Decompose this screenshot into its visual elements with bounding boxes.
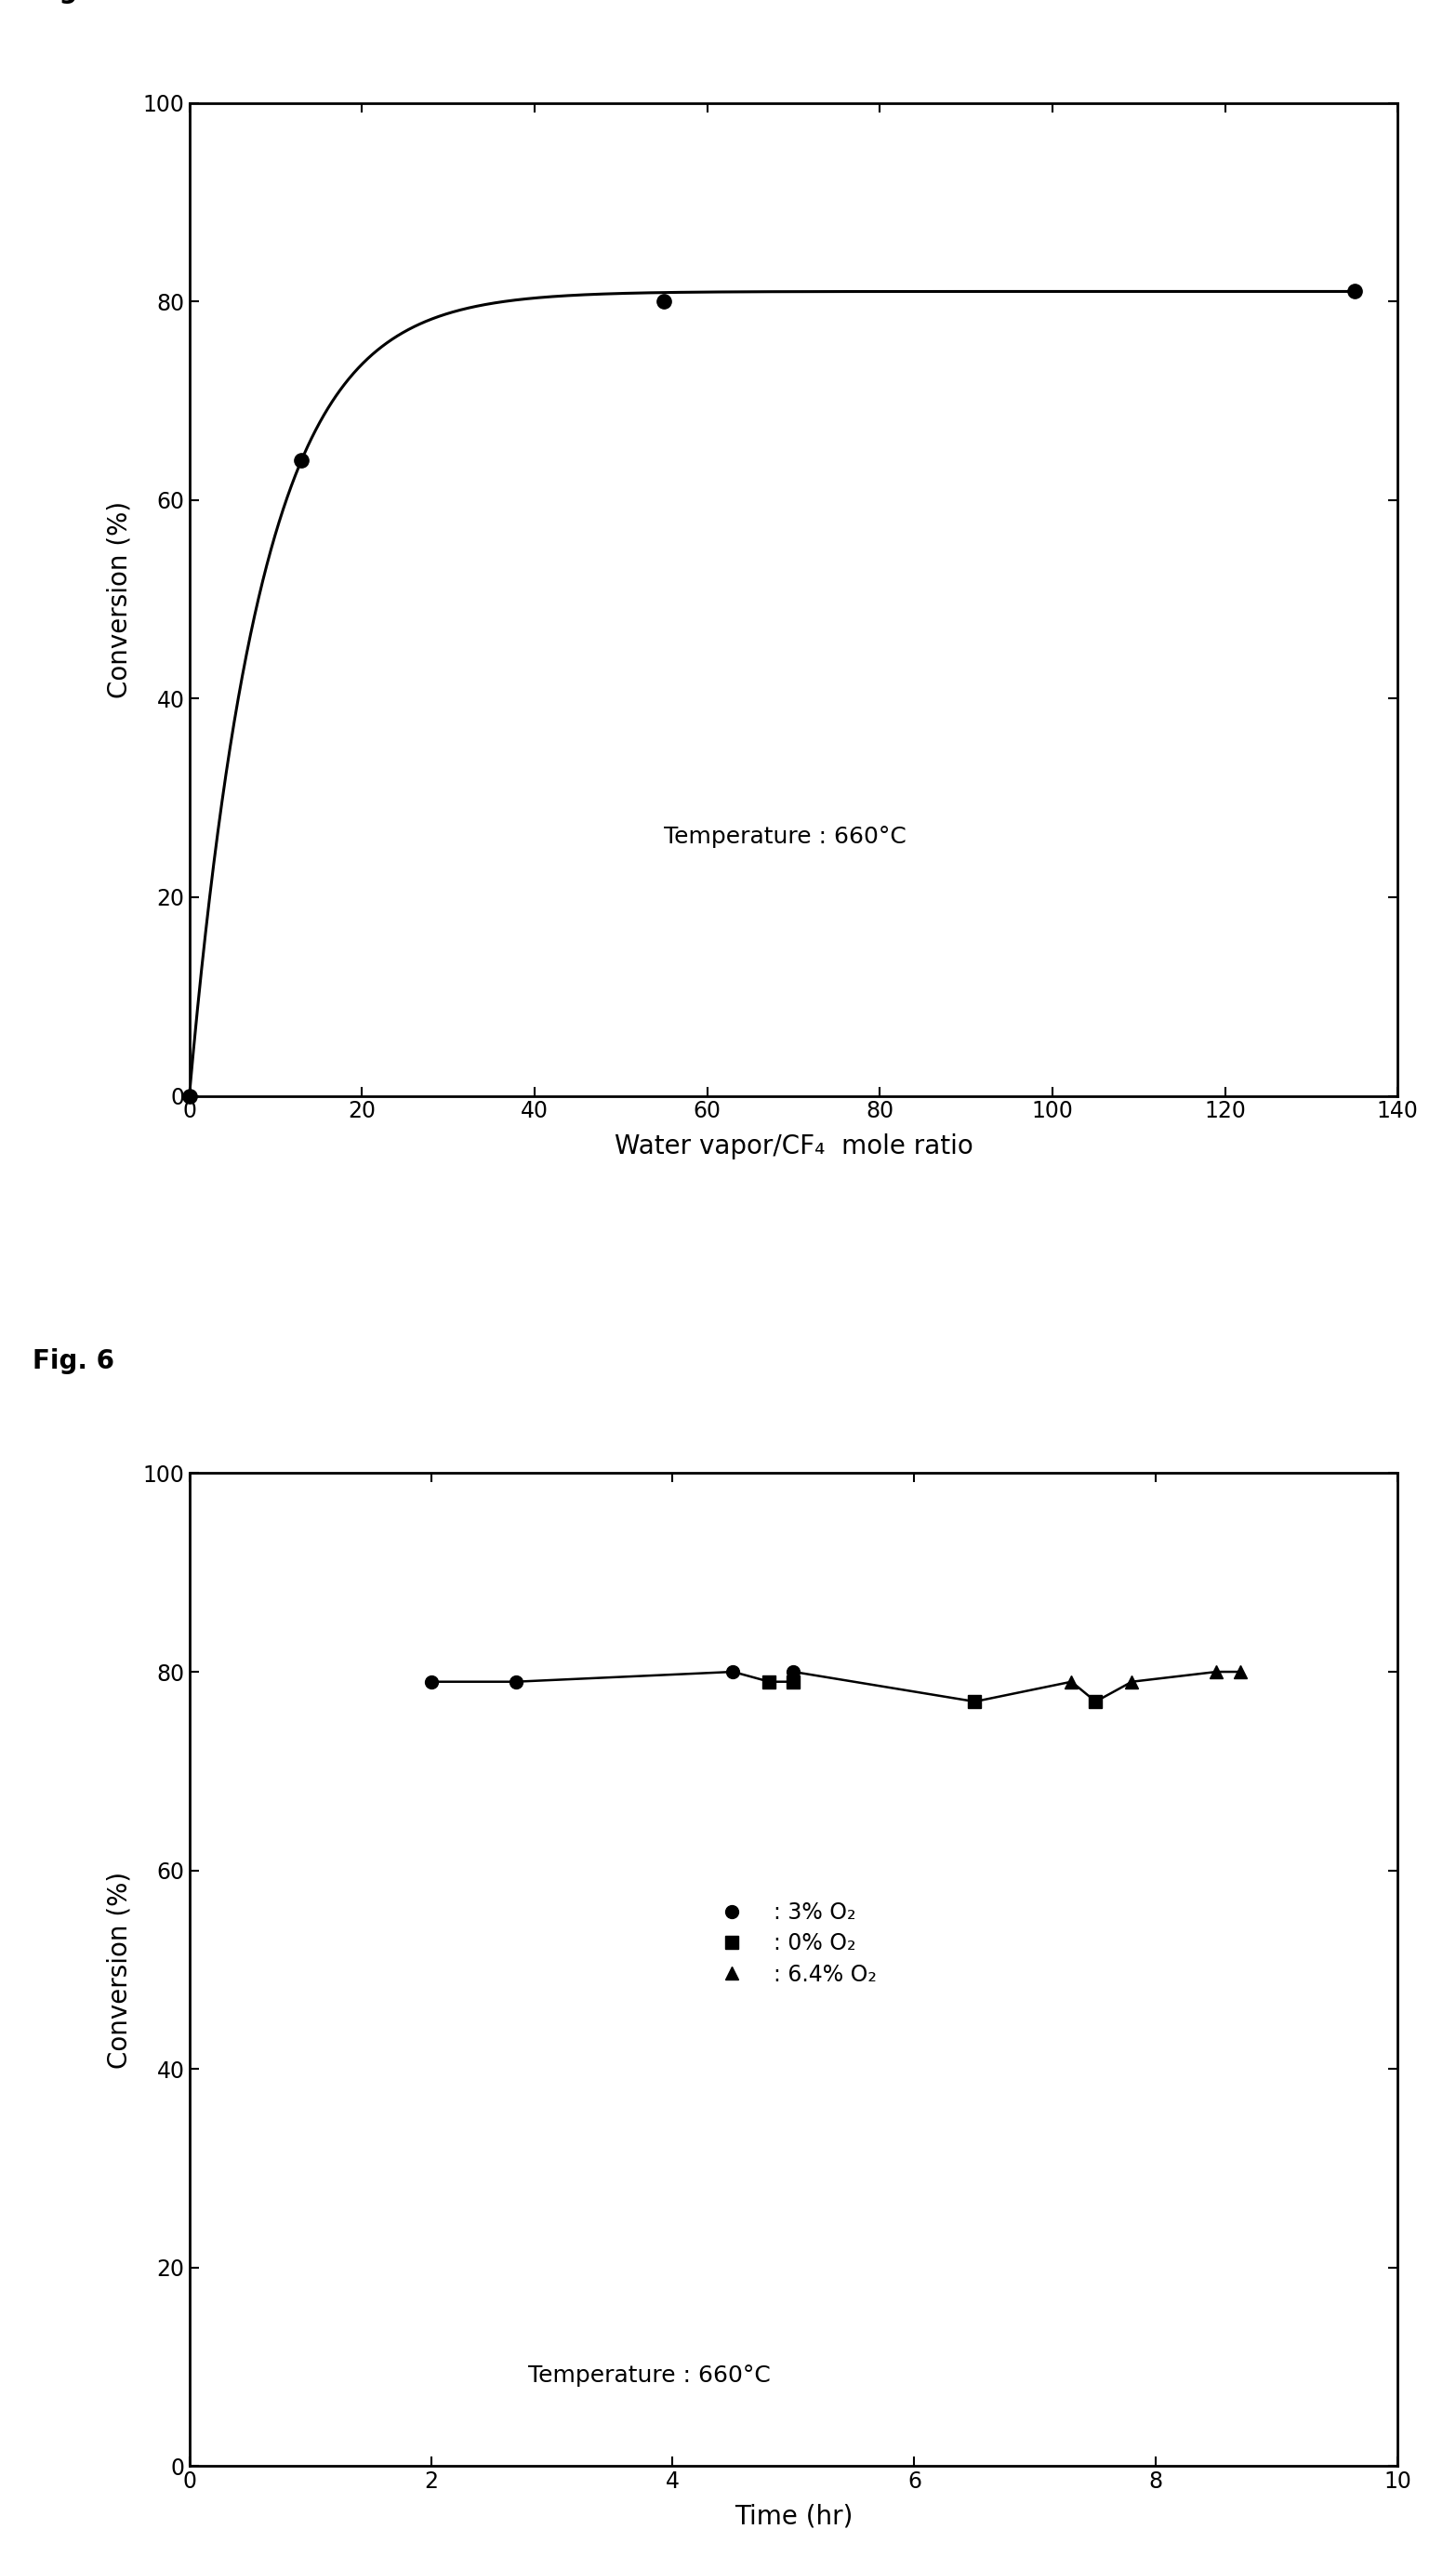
: 3% O₂: (4.5, 80): 3% O₂: (4.5, 80) (725, 1657, 743, 1688)
: 0% O₂: (5, 79): 0% O₂: (5, 79) (785, 1667, 802, 1698)
: 3% O₂: (2.7, 79): 3% O₂: (2.7, 79) (507, 1667, 524, 1698)
: 6.4% O₂: (8.5, 80): 6.4% O₂: (8.5, 80) (1208, 1657, 1226, 1688)
: 3% O₂: (5, 80): 3% O₂: (5, 80) (785, 1657, 802, 1688)
Text: Temperature : 660°C: Temperature : 660°C (664, 825, 907, 848)
: 0% O₂: (6.5, 77): 0% O₂: (6.5, 77) (967, 1685, 984, 1716)
: 6.4% O₂: (8.7, 80): 6.4% O₂: (8.7, 80) (1232, 1657, 1249, 1688)
Text: Fig. 5: Fig. 5 (32, 0, 114, 3)
: 6.4% O₂: (7.8, 79): 6.4% O₂: (7.8, 79) (1123, 1667, 1140, 1698)
Text: Fig. 6: Fig. 6 (32, 1349, 114, 1374)
Y-axis label: Conversion (%): Conversion (%) (106, 501, 132, 699)
Line: : 6.4% O₂: : 6.4% O₂ (1064, 1665, 1248, 1688)
Text: Temperature : 660°C: Temperature : 660°C (527, 2363, 770, 2387)
X-axis label: Water vapor/CF₄  mole ratio: Water vapor/CF₄ mole ratio (614, 1133, 973, 1159)
Y-axis label: Conversion (%): Conversion (%) (106, 1870, 132, 2068)
Legend: : 3% O₂, : 0% O₂, : 6.4% O₂: : 3% O₂, : 0% O₂, : 6.4% O₂ (708, 1901, 877, 1986)
X-axis label: Time (hr): Time (hr) (734, 2502, 853, 2530)
: 6.4% O₂: (7.3, 79): 6.4% O₂: (7.3, 79) (1063, 1667, 1080, 1698)
: 0% O₂: (7.5, 77): 0% O₂: (7.5, 77) (1086, 1685, 1105, 1716)
: 0% O₂: (4.8, 79): 0% O₂: (4.8, 79) (760, 1667, 778, 1698)
Line: : 0% O₂: : 0% O₂ (763, 1675, 1102, 1708)
Line: : 3% O₂: : 3% O₂ (425, 1665, 799, 1688)
: 3% O₂: (2, 79): 3% O₂: (2, 79) (422, 1667, 440, 1698)
